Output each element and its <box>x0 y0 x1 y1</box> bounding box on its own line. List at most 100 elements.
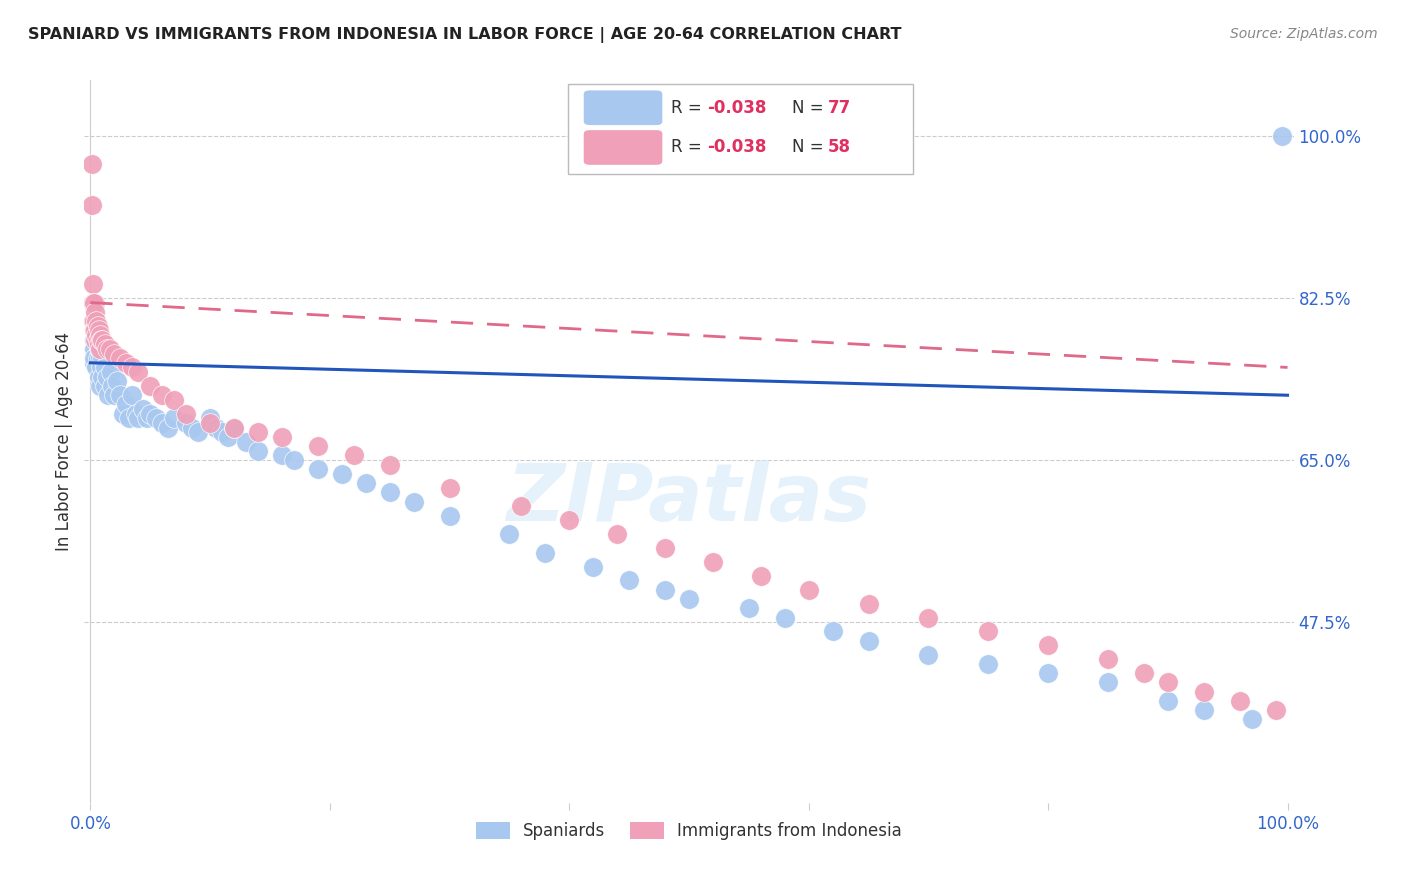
Point <box>145 411 167 425</box>
Point <box>127 365 149 379</box>
Point <box>90 333 112 347</box>
Point <box>82 314 104 328</box>
Point <box>402 494 425 508</box>
Point <box>83 356 105 370</box>
Point <box>91 351 114 366</box>
Point <box>86 333 108 347</box>
Point <box>1192 703 1215 717</box>
Point <box>132 402 155 417</box>
Point <box>150 388 173 402</box>
Point <box>821 624 844 639</box>
Text: R =: R = <box>671 99 707 117</box>
Point <box>103 346 125 360</box>
Text: Source: ZipAtlas.com: Source: ZipAtlas.com <box>1230 27 1378 41</box>
Point <box>1097 652 1119 666</box>
Point <box>139 407 162 421</box>
Point <box>84 305 107 319</box>
Point <box>1097 675 1119 690</box>
Point <box>90 360 112 375</box>
Point <box>222 420 245 434</box>
Point <box>654 582 676 597</box>
Point <box>86 318 108 333</box>
Point <box>977 624 1000 639</box>
Point <box>157 420 180 434</box>
Point <box>86 314 108 328</box>
Point <box>1264 703 1286 717</box>
Point <box>105 375 128 389</box>
Point <box>93 337 115 351</box>
Point <box>1192 684 1215 698</box>
Point <box>110 388 132 402</box>
Point <box>205 420 228 434</box>
Point <box>83 314 105 328</box>
Text: -0.038: -0.038 <box>707 99 766 117</box>
Point <box>858 597 880 611</box>
Point <box>270 449 292 463</box>
Point <box>97 388 120 402</box>
FancyBboxPatch shape <box>568 84 912 174</box>
Point <box>917 648 939 662</box>
Point <box>84 295 107 310</box>
Point <box>582 559 605 574</box>
Point <box>217 430 239 444</box>
Point <box>86 360 108 375</box>
Text: N =: N = <box>792 138 828 156</box>
Point <box>235 434 257 449</box>
Point <box>270 430 292 444</box>
Point <box>439 508 461 523</box>
Point <box>198 411 221 425</box>
Point <box>246 425 269 440</box>
Point <box>87 342 110 356</box>
Point <box>87 323 110 337</box>
Point <box>181 420 204 434</box>
Point <box>1157 694 1180 708</box>
Point <box>86 351 108 366</box>
Point <box>80 198 103 212</box>
Point <box>510 500 533 514</box>
Point <box>307 462 329 476</box>
Point <box>307 439 329 453</box>
Point <box>150 416 173 430</box>
Point <box>125 407 148 421</box>
Point <box>738 601 761 615</box>
Point <box>606 527 628 541</box>
Point <box>96 342 118 356</box>
Text: SPANIARD VS IMMIGRANTS FROM INDONESIA IN LABOR FORCE | AGE 20-64 CORRELATION CHA: SPANIARD VS IMMIGRANTS FROM INDONESIA IN… <box>28 27 901 43</box>
Point <box>83 295 105 310</box>
Point <box>378 485 401 500</box>
Point <box>101 379 124 393</box>
Point <box>1157 675 1180 690</box>
Point <box>797 582 820 597</box>
Point <box>86 333 108 347</box>
Point <box>96 369 118 384</box>
Point <box>83 342 105 356</box>
Point <box>1229 694 1251 708</box>
Point <box>121 388 143 402</box>
Point <box>89 342 111 356</box>
Point <box>858 633 880 648</box>
Point <box>100 365 122 379</box>
Point <box>749 569 772 583</box>
Point <box>89 328 111 343</box>
Point <box>80 156 103 170</box>
Point <box>211 425 233 440</box>
Point <box>83 323 105 337</box>
Text: 77: 77 <box>828 99 851 117</box>
Point <box>86 323 108 337</box>
Point <box>84 323 107 337</box>
Point <box>1240 713 1263 727</box>
Point <box>93 379 115 393</box>
Point <box>93 360 115 375</box>
Point <box>498 527 520 541</box>
Point <box>1036 666 1059 681</box>
Point <box>246 443 269 458</box>
Text: R =: R = <box>671 138 707 156</box>
Point <box>678 592 700 607</box>
Point <box>283 453 305 467</box>
Point <box>163 411 186 425</box>
Y-axis label: In Labor Force | Age 20-64: In Labor Force | Age 20-64 <box>55 332 73 551</box>
Point <box>91 333 114 347</box>
Point <box>330 467 353 481</box>
Point <box>87 369 110 384</box>
Point <box>83 333 105 347</box>
